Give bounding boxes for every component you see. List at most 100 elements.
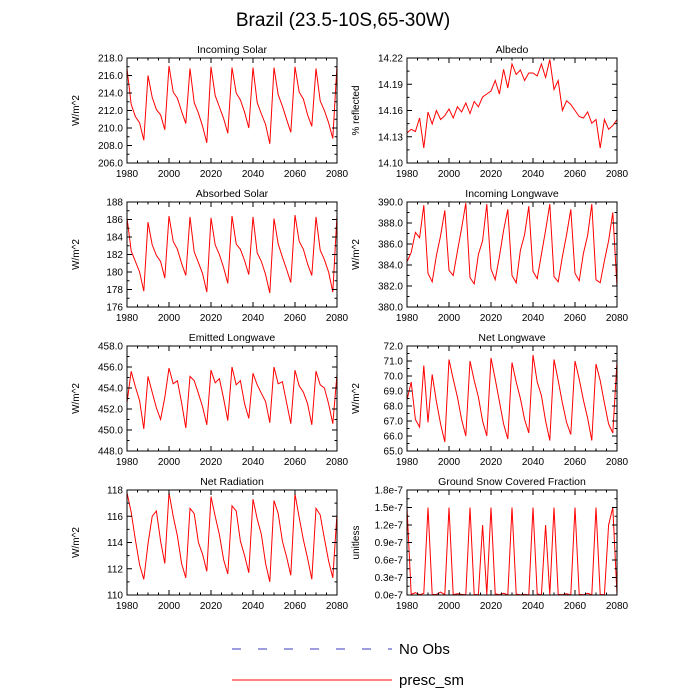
x-tick-label-net-radiation: 2080	[326, 601, 349, 612]
panel-frame-ground-snow-covered-fraction	[406, 489, 618, 596]
y-tick-label-albedo: 14.16	[378, 106, 403, 117]
y-tick-label-net-longwave: 68.0	[384, 402, 404, 413]
legend-obs-label: No Obs	[399, 641, 450, 658]
x-tick-label-net-radiation: 2040	[242, 601, 265, 612]
x-tick-label-emitted-longwave: 2000	[158, 457, 181, 468]
y-tick-label-incoming-solar: 216.0	[98, 71, 123, 82]
x-tick-label-incoming-longwave: 2000	[438, 313, 461, 324]
y-tick-label-net-longwave: 71.0	[384, 357, 404, 368]
y-tick-label-net-radiation: 112	[107, 564, 123, 575]
y-tick-label-incoming-solar: 210.0	[98, 124, 123, 135]
panel-incoming-solar: Incoming Solar 1980 2000 2020 2040 2060 2080 20…	[71, 44, 349, 180]
y-tick-label-emitted-longwave: 456.0	[98, 363, 123, 374]
x-tick-label-emitted-longwave: 2080	[326, 457, 349, 468]
x-tick-label-incoming-solar: 2040	[242, 169, 265, 180]
x-tick-label-net-radiation: 2000	[158, 601, 181, 612]
x-tick-label-absorbed-solar: 2020	[200, 313, 223, 324]
panel-emitted-longwave: Emitted Longwave 1980 2000 2020 2040 2060 2080…	[71, 332, 349, 468]
y-axis-label-incoming-longwave: W/m^2	[351, 239, 362, 270]
x-tick-label-ground-snow-covered-fraction: 2040	[522, 601, 545, 612]
panel-frame-net-longwave	[406, 345, 618, 452]
y-tick-label-net-longwave: 65.0	[384, 447, 404, 458]
y-tick-label-emitted-longwave: 448.0	[98, 447, 123, 458]
panel-net-longwave: Net Longwave 1980 2000 2020 2040 2060 2080 65.0…	[351, 332, 629, 468]
panel-albedo: Albedo 1980 2000 2020 2040 2060 2080 14.10 14.13…	[351, 44, 629, 180]
y-tick-label-albedo: 14.13	[378, 132, 403, 143]
panel-incoming-longwave: Incoming Longwave 1980 2000 2020 2040 2060 208…	[351, 188, 629, 324]
x-tick-label-ground-snow-covered-fraction: 2020	[480, 601, 503, 612]
y-tick-label-emitted-longwave: 450.0	[98, 426, 123, 437]
x-tick-label-albedo: 2060	[564, 169, 587, 180]
x-tick-label-net-longwave: 2020	[480, 457, 503, 468]
y-tick-label-ground-snow-covered-fraction: 1.5e-7	[375, 503, 404, 514]
panel-frame-incoming-longwave	[406, 201, 618, 308]
x-tick-label-net-longwave: 2080	[606, 457, 629, 468]
y-tick-label-absorbed-solar: 176	[106, 303, 123, 314]
legend: No Obs presc_sm	[232, 641, 464, 689]
series-line-net-longwave-presc-sm	[406, 354, 618, 443]
y-axis-label-net-longwave: W/m^2	[351, 383, 362, 414]
x-tick-label-albedo: 2040	[522, 169, 545, 180]
x-tick-label-net-longwave: 1980	[396, 457, 419, 468]
x-tick-label-net-longwave: 2040	[522, 457, 545, 468]
x-tick-label-ground-snow-covered-fraction: 1980	[396, 601, 419, 612]
y-tick-label-net-longwave: 70.0	[384, 372, 404, 383]
y-tick-label-net-radiation: 110	[107, 591, 123, 602]
y-tick-label-incoming-longwave: 382.0	[378, 282, 403, 293]
y-tick-label-incoming-solar: 208.0	[98, 141, 123, 152]
y-tick-label-absorbed-solar: 186	[106, 215, 123, 226]
x-tick-label-absorbed-solar: 1980	[116, 313, 139, 324]
y-tick-label-ground-snow-covered-fraction: 1.2e-7	[375, 521, 404, 532]
x-tick-label-albedo: 2020	[480, 169, 503, 180]
y-tick-label-net-radiation: 114	[107, 538, 123, 549]
x-tick-label-ground-snow-covered-fraction: 2000	[438, 601, 461, 612]
y-tick-label-net-radiation: 116	[107, 512, 123, 523]
y-axis-label-ground-snow-covered-fraction: unitless	[351, 526, 362, 560]
y-axis-label-albedo: % reflected	[351, 85, 362, 135]
y-tick-label-incoming-longwave: 384.0	[378, 261, 403, 272]
series-line-net-radiation-presc-sm	[126, 492, 338, 583]
series-line-emitted-longwave-presc-sm	[126, 366, 338, 429]
panel-ground-snow-covered-fraction: Ground Snow Covered Fraction 1980 2000 2020…	[351, 476, 629, 612]
x-tick-label-emitted-longwave: 2040	[242, 457, 265, 468]
y-tick-label-incoming-solar: 218.0	[98, 54, 123, 65]
x-tick-label-incoming-solar: 2000	[158, 169, 181, 180]
x-tick-label-emitted-longwave: 2020	[200, 457, 223, 468]
panel-title-net-longwave: Net Longwave	[478, 332, 545, 344]
y-tick-label-net-longwave: 66.0	[384, 432, 404, 443]
y-tick-label-absorbed-solar: 180	[106, 268, 123, 279]
x-tick-label-absorbed-solar: 2060	[284, 313, 307, 324]
y-tick-label-ground-snow-covered-fraction: 1.8e-7	[375, 486, 404, 497]
y-axis-label-incoming-solar: W/m^2	[71, 95, 82, 126]
y-tick-label-incoming-longwave: 386.0	[378, 240, 403, 251]
y-tick-label-ground-snow-covered-fraction: 0.6e-7	[375, 556, 404, 567]
x-tick-label-emitted-longwave: 2060	[284, 457, 307, 468]
x-tick-label-net-radiation: 2020	[200, 601, 223, 612]
y-tick-label-net-longwave: 67.0	[384, 417, 404, 428]
x-tick-label-albedo: 2080	[606, 169, 629, 180]
y-tick-label-incoming-longwave: 388.0	[378, 219, 403, 230]
y-axis-label-net-radiation: W/m^2	[71, 527, 82, 558]
x-tick-label-net-radiation: 2060	[284, 601, 307, 612]
series-line-incoming-longwave-presc-sm	[406, 203, 618, 288]
x-tick-label-net-longwave: 2000	[438, 457, 461, 468]
y-tick-label-emitted-longwave: 454.0	[98, 384, 123, 395]
x-tick-label-incoming-solar: 2020	[200, 169, 223, 180]
y-tick-label-incoming-longwave: 380.0	[378, 303, 403, 314]
x-tick-label-absorbed-solar: 2000	[158, 313, 181, 324]
legend-model-label: presc_sm	[399, 672, 464, 689]
x-tick-label-absorbed-solar: 2040	[242, 313, 265, 324]
y-tick-label-albedo: 14.19	[378, 80, 403, 91]
y-tick-label-albedo: 14.22	[378, 54, 403, 65]
x-tick-label-incoming-longwave: 2060	[564, 313, 587, 324]
x-tick-label-albedo: 2000	[438, 169, 461, 180]
x-tick-label-incoming-longwave: 2040	[522, 313, 545, 324]
y-tick-label-absorbed-solar: 184	[106, 233, 123, 244]
panel-title-ground-snow-covered-fraction: Ground Snow Covered Fraction	[438, 476, 586, 488]
x-tick-label-incoming-longwave: 2080	[606, 313, 629, 324]
y-tick-label-albedo: 14.10	[378, 159, 403, 170]
panel-title-net-radiation: Net Radiation	[200, 476, 264, 488]
panel-title-absorbed-solar: Absorbed Solar	[196, 188, 269, 200]
panel-frame-albedo	[406, 57, 618, 164]
x-tick-label-net-radiation: 1980	[116, 601, 139, 612]
